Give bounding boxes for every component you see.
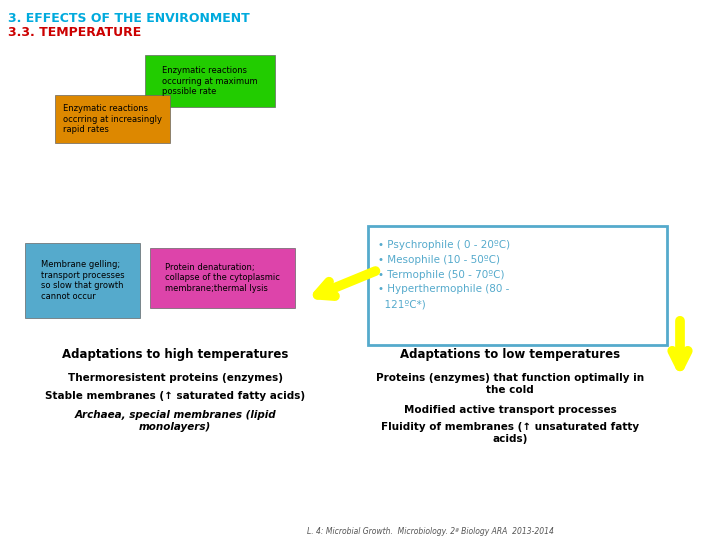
Text: L. 4: Microbial Growth.  Microbiology. 2ª Biology ARA  2013-2014: L. 4: Microbial Growth. Microbiology. 2ª…: [307, 527, 554, 536]
Text: Stable membranes (↑ saturated fatty acids): Stable membranes (↑ saturated fatty acid…: [45, 391, 305, 401]
FancyBboxPatch shape: [55, 95, 170, 143]
Text: Modified active transport processes: Modified active transport processes: [404, 405, 616, 415]
Text: Thermoresistent proteins (enzymes): Thermoresistent proteins (enzymes): [68, 373, 282, 383]
Text: 3. EFFECTS OF THE ENVIRONMENT: 3. EFFECTS OF THE ENVIRONMENT: [8, 12, 250, 25]
FancyBboxPatch shape: [368, 226, 667, 345]
Text: Proteins (enzymes) that function optimally in
the cold: Proteins (enzymes) that function optimal…: [376, 373, 644, 395]
Text: 3.3. TEMPERATURE: 3.3. TEMPERATURE: [8, 26, 141, 39]
Text: Membrane gelling;
transport processes
so slow that growth
cannot occur: Membrane gelling; transport processes so…: [41, 260, 125, 301]
Text: Enzymatic reactions
occrring at increasingly
rapid rates: Enzymatic reactions occrring at increasi…: [63, 104, 162, 134]
FancyBboxPatch shape: [145, 55, 275, 107]
Text: Fluidity of membranes (↑ unsaturated fatty
acids): Fluidity of membranes (↑ unsaturated fat…: [381, 422, 639, 443]
Text: Archaea, special membranes (lipid
monolayers): Archaea, special membranes (lipid monola…: [74, 410, 276, 431]
Text: Enzymatic reactions
occurring at maximum
possible rate: Enzymatic reactions occurring at maximum…: [162, 66, 258, 96]
Text: Adaptations to high temperatures: Adaptations to high temperatures: [62, 348, 288, 361]
FancyBboxPatch shape: [25, 243, 140, 318]
Text: Protein denaturation;
collapse of the cytoplasmic
membrane;thermal lysis: Protein denaturation; collapse of the cy…: [165, 263, 280, 293]
Text: Adaptations to low temperatures: Adaptations to low temperatures: [400, 348, 620, 361]
FancyBboxPatch shape: [150, 248, 295, 308]
Text: • Psychrophile ( 0 - 20ºC)
• Mesophile (10 - 50ºC)
• Termophile (50 - 70ºC)
• Hy: • Psychrophile ( 0 - 20ºC) • Mesophile (…: [378, 240, 510, 309]
